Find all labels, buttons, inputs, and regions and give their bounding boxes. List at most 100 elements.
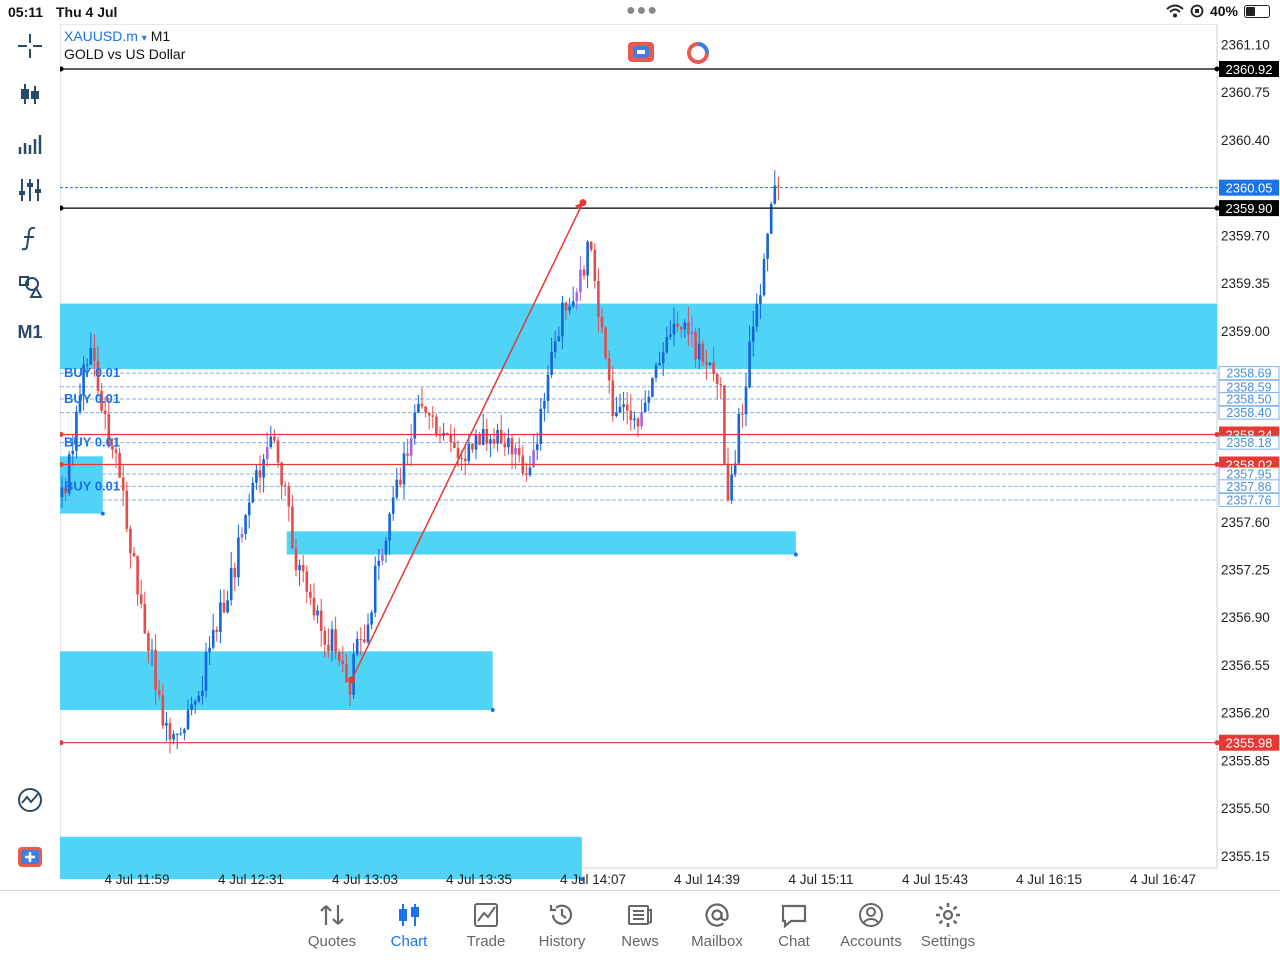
candle-body	[85, 364, 89, 366]
candle-body	[219, 602, 222, 632]
tab-trade[interactable]: Trade	[448, 901, 524, 950]
one-click-trade-icon[interactable]	[10, 839, 50, 875]
tab-chart[interactable]: Chart	[371, 901, 447, 950]
tab-accounts[interactable]: Accounts	[833, 901, 909, 950]
candle-body	[654, 365, 658, 378]
candle-body	[661, 352, 665, 364]
order-tag-label: 2358.59	[1226, 380, 1271, 394]
candle-body	[499, 429, 503, 444]
candle-body	[453, 442, 456, 449]
tab-mailbox[interactable]: Mailbox	[679, 901, 755, 950]
y-tick-label: 2356.20	[1221, 706, 1270, 721]
order-tag-label: 2358.40	[1226, 406, 1271, 420]
candle-body	[82, 364, 85, 396]
candle-body	[103, 410, 107, 415]
chart-area[interactable]: 2360.92 2359.90 2360.05 2358.24 2358.02 2355.…	[60, 24, 1280, 890]
candle-body	[276, 440, 280, 463]
candle-body	[118, 452, 121, 478]
candle-body	[471, 443, 474, 450]
tab-chat[interactable]: Chat	[756, 901, 832, 950]
candle-body	[741, 413, 744, 415]
candle-body	[175, 733, 179, 735]
y-tick-label: 2356.90	[1221, 610, 1270, 625]
price-line-anchor	[1214, 740, 1220, 746]
quick-chart-icon[interactable]	[10, 782, 50, 818]
y-tick-label: 2356.55	[1221, 658, 1270, 673]
tab-settings[interactable]: Settings	[910, 901, 986, 950]
candle-body	[71, 450, 75, 455]
candle-body	[715, 374, 719, 385]
candle-body	[341, 660, 345, 665]
candle-body	[564, 302, 568, 311]
tab-label: History	[538, 933, 586, 950]
timeframe-button[interactable]: M1	[10, 314, 50, 350]
y-tick-label: 2355.15	[1221, 849, 1270, 864]
candle-body	[607, 358, 611, 381]
candle-body	[121, 477, 125, 491]
tab-news[interactable]: News	[602, 901, 678, 950]
tab-label: Accounts	[840, 933, 902, 950]
candle-body	[622, 404, 625, 407]
tab-label: Quotes	[307, 933, 357, 950]
quotes-icon	[320, 905, 344, 925]
status-date: Thu 4 Jul	[56, 4, 118, 20]
zone-rect	[60, 303, 1217, 370]
candle-body	[373, 565, 377, 613]
price-tag-bg	[1219, 200, 1279, 217]
candle-body	[553, 341, 557, 352]
candle-body	[334, 629, 337, 653]
tab-history[interactable]: History	[524, 901, 600, 950]
crosshair-icon[interactable]	[10, 28, 50, 64]
candle-body	[586, 241, 589, 276]
objects-icon[interactable]	[10, 268, 50, 304]
candle-body	[420, 403, 424, 407]
candle-body	[679, 326, 683, 330]
candle-body	[651, 377, 654, 397]
candle-body	[165, 722, 168, 726]
order-tag-label: 2358.50	[1226, 393, 1271, 407]
market-depth-icon[interactable]	[686, 42, 710, 64]
candle-body	[402, 453, 406, 485]
candle-body	[571, 301, 575, 307]
y-tick-label: 2359.70	[1221, 228, 1270, 243]
candle-body	[247, 502, 251, 516]
one-click-trading-icon[interactable]	[628, 42, 654, 62]
candle-body	[132, 552, 136, 557]
zone-anchor	[579, 877, 584, 882]
candle-body	[481, 429, 485, 445]
candle-body	[291, 506, 294, 549]
candle-body	[647, 396, 651, 403]
candle-body	[744, 387, 748, 415]
candle-body	[503, 443, 507, 448]
indicators-icon[interactable]	[10, 125, 50, 161]
mailbox-icon	[705, 903, 729, 927]
candle-body	[143, 603, 147, 634]
x-tick-label: 4 Jul 16:15	[1016, 872, 1082, 887]
tab-label: Trade	[466, 933, 506, 950]
x-tick-label: 4 Jul 11:59	[104, 872, 169, 887]
tab-quotes[interactable]: Quotes	[294, 901, 370, 950]
chevron-down-icon: ▾	[141, 33, 147, 44]
zone-rect	[286, 531, 796, 555]
symbol-selector[interactable]: XAUUSD.m ▾ M1	[64, 28, 170, 44]
y-tick-label: 2355.50	[1221, 801, 1270, 816]
candle-body	[676, 323, 679, 327]
settings-sliders-icon[interactable]	[10, 172, 50, 208]
multitasking-dots-icon[interactable]: ●●●	[626, 2, 658, 19]
function-icon[interactable]	[10, 220, 50, 256]
candle-body	[474, 434, 478, 450]
candle-body	[460, 457, 463, 459]
price-chart[interactable]: 2360.922359.902360.052358.242358.022355.…	[60, 24, 1280, 890]
status-bar: 05:11 Thu 4 Jul ●●● 40%	[0, 0, 1280, 24]
candle-body	[550, 351, 553, 375]
candle-body	[697, 343, 701, 360]
candle-body	[154, 649, 157, 691]
order-tag-text: BUY 0.01	[64, 435, 120, 450]
candle-body	[557, 336, 561, 342]
y-tick-label: 2360.40	[1221, 133, 1270, 148]
candlestick-icon[interactable]	[10, 76, 50, 112]
candle-body	[211, 629, 215, 648]
candle-body	[445, 432, 449, 435]
x-tick-label: 4 Jul 12:31	[218, 872, 284, 887]
order-tag-bg	[1218, 405, 1280, 420]
